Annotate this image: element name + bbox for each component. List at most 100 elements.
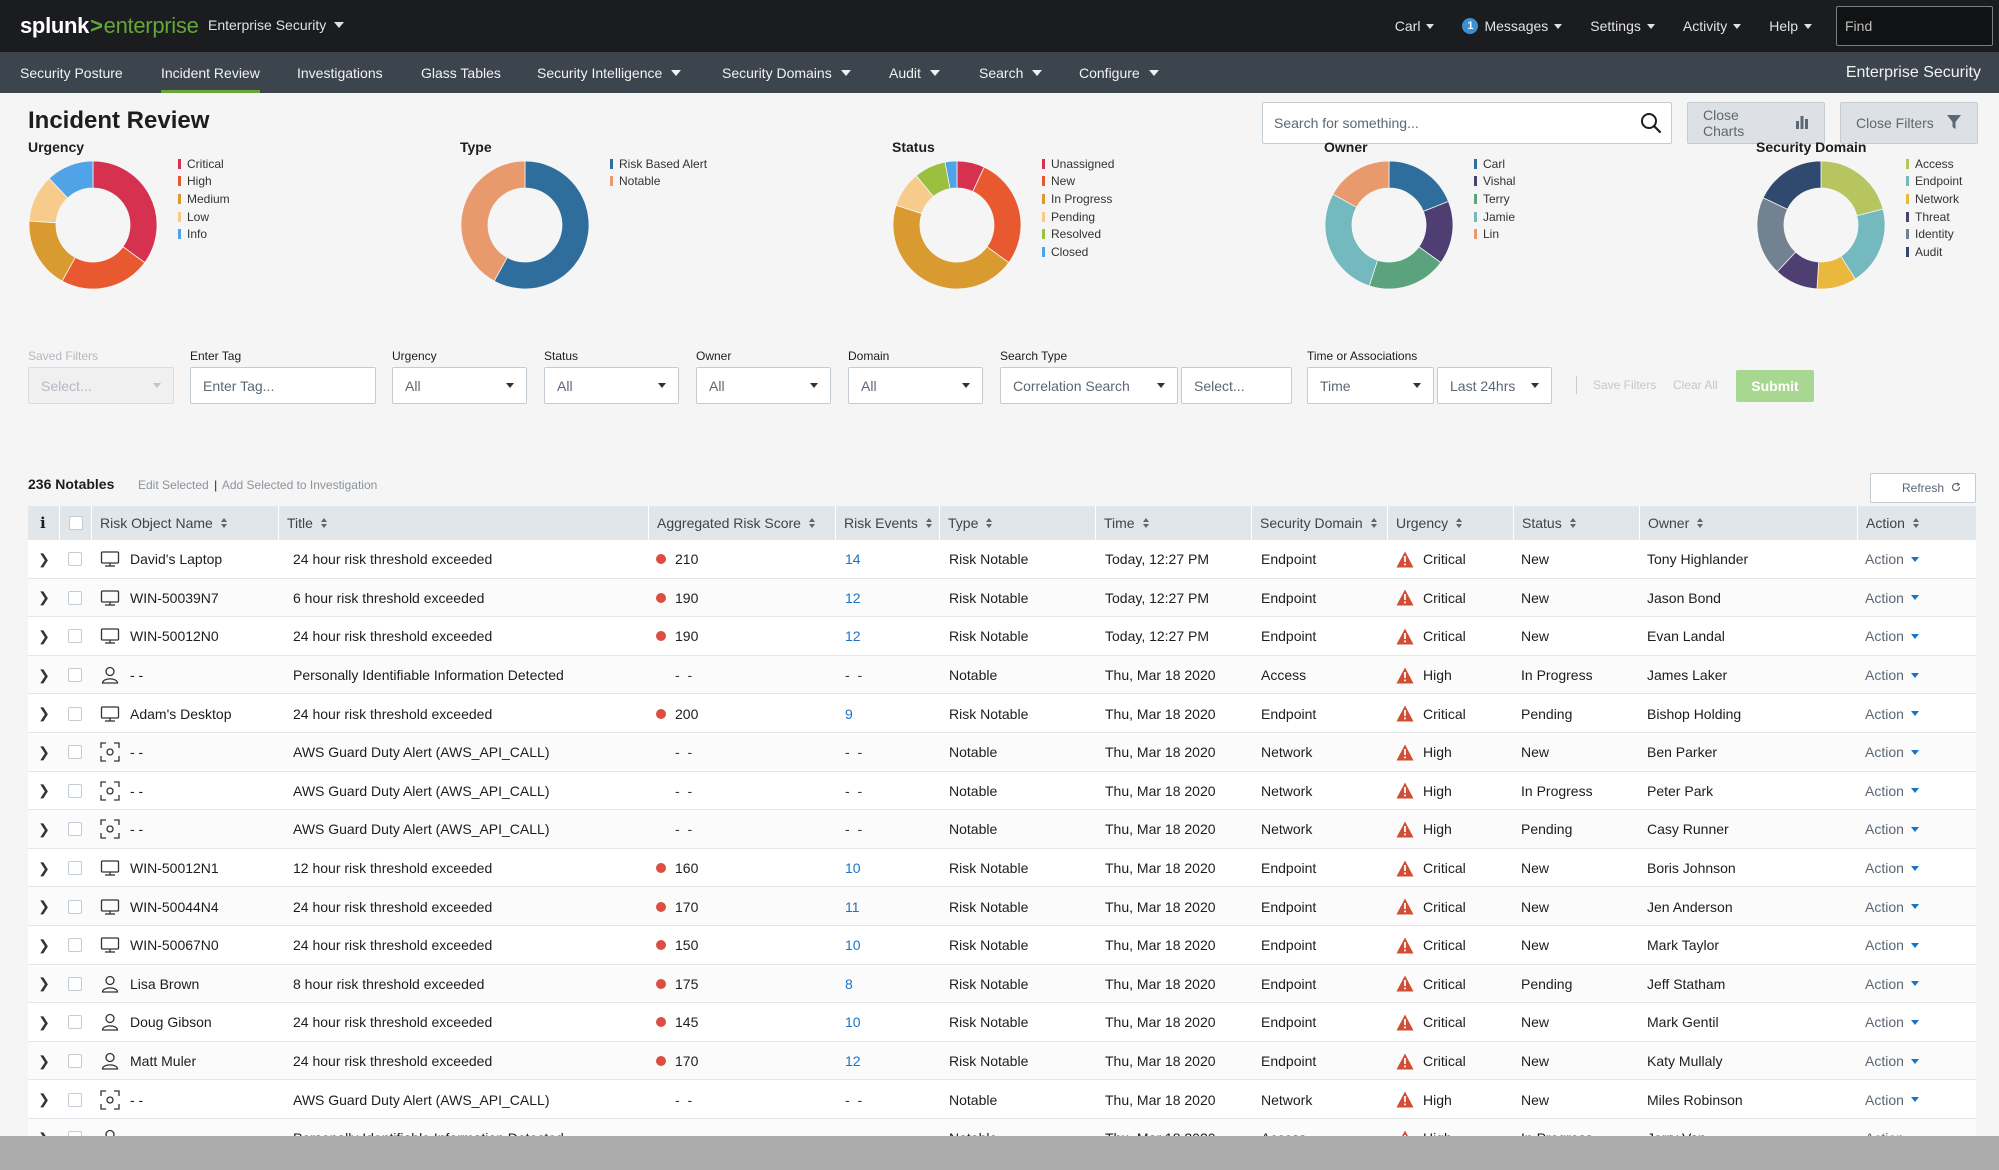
table-row[interactable]: ❯ - - AWS Guard Duty Alert (AWS_API_CALL… bbox=[28, 1080, 1976, 1119]
risk-events-value[interactable]: 12 bbox=[845, 628, 861, 645]
status-cell[interactable]: Pending bbox=[1521, 975, 1573, 992]
legend-item-critical[interactable]: Critical bbox=[178, 155, 230, 173]
search-type-select[interactable]: Correlation Search bbox=[1000, 367, 1178, 404]
table-row[interactable]: ❯ David's Laptop 24 hour risk threshold … bbox=[28, 540, 1976, 579]
risk-object-cell[interactable]: WIN-50012N0 bbox=[99, 617, 278, 656]
owner-cell[interactable]: Mark Gentil bbox=[1647, 1014, 1719, 1031]
donut-slice-in-progress[interactable] bbox=[892, 204, 1010, 290]
expand-row-toggle[interactable]: ❯ bbox=[31, 1119, 57, 1136]
column-header-security-domain[interactable]: Security Domain bbox=[1251, 506, 1387, 540]
expand-row-toggle[interactable]: ❯ bbox=[31, 849, 57, 888]
expand-row-toggle[interactable]: ❯ bbox=[31, 772, 57, 811]
risk-events-cell[interactable]: 14 bbox=[845, 540, 925, 579]
risk-object-cell[interactable]: Lisa Brown bbox=[99, 965, 278, 1004]
owner-cell[interactable]: Jen Anderson bbox=[1647, 898, 1733, 915]
risk-object-cell[interactable]: - - bbox=[99, 772, 278, 811]
action-menu[interactable]: Action bbox=[1865, 937, 1919, 953]
risk-events-cell[interactable]: 8 bbox=[845, 965, 925, 1004]
row-checkbox[interactable] bbox=[68, 629, 82, 644]
saved-filters-select[interactable]: Select... bbox=[28, 367, 174, 404]
row-checkbox[interactable] bbox=[68, 1092, 82, 1107]
action-menu[interactable]: Action bbox=[1865, 744, 1919, 760]
risk-events-cell[interactable]: 10 bbox=[845, 849, 925, 888]
action-menu[interactable]: Action bbox=[1865, 860, 1919, 876]
donut-slice-info[interactable] bbox=[48, 160, 94, 199]
donut-slice-new[interactable] bbox=[972, 166, 1022, 264]
legend-item-audit[interactable]: Audit bbox=[1906, 243, 1962, 261]
action-menu[interactable]: Action bbox=[1865, 1092, 1919, 1108]
row-checkbox[interactable] bbox=[68, 783, 82, 798]
notable-title[interactable]: AWS Guard Duty Alert (AWS_API_CALL) bbox=[293, 1091, 550, 1108]
nav-investigations[interactable]: Investigations bbox=[297, 52, 383, 93]
urgency-select[interactable]: All bbox=[392, 367, 527, 404]
donut-slice-access[interactable] bbox=[1820, 160, 1884, 217]
row-checkbox[interactable] bbox=[68, 822, 82, 837]
legend-item-threat[interactable]: Threat bbox=[1906, 208, 1962, 226]
notable-title[interactable]: 12 hour risk threshold exceeded bbox=[293, 860, 493, 877]
risk-object-cell[interactable]: Doug Gibson bbox=[99, 1003, 278, 1042]
risk-events-value[interactable]: 14 bbox=[845, 551, 861, 568]
status-cell[interactable]: New bbox=[1521, 898, 1550, 915]
risk-events-value[interactable]: 12 bbox=[845, 589, 861, 606]
expand-row-toggle[interactable]: ❯ bbox=[31, 540, 57, 579]
owner-cell[interactable]: Jeff Statham bbox=[1647, 975, 1726, 992]
column-header-risk-score[interactable]: Aggregated Risk Score bbox=[648, 506, 835, 540]
action-menu[interactable]: Action bbox=[1865, 821, 1919, 837]
status-cell[interactable]: New bbox=[1521, 589, 1550, 606]
refresh-button[interactable]: Refresh bbox=[1870, 473, 1976, 503]
nav-security-posture[interactable]: Security Posture bbox=[20, 52, 123, 93]
owner-cell[interactable]: Ben Parker bbox=[1647, 744, 1718, 761]
column-header-type[interactable]: Type bbox=[939, 506, 1095, 540]
legend-item-closed[interactable]: Closed bbox=[1042, 243, 1114, 261]
owner-cell[interactable]: Peter Park bbox=[1647, 782, 1714, 799]
risk-object-cell[interactable]: Matt Muler bbox=[99, 1042, 278, 1081]
notable-title[interactable]: AWS Guard Duty Alert (AWS_API_CALL) bbox=[293, 821, 550, 838]
splunk-logo[interactable]: splunk > enterprise bbox=[20, 13, 199, 39]
nav-configure[interactable]: Configure bbox=[1079, 52, 1159, 93]
action-menu[interactable]: Action bbox=[1865, 628, 1919, 644]
search-icon[interactable] bbox=[1631, 103, 1671, 143]
risk-object-cell[interactable]: WIN-50012N1 bbox=[99, 849, 278, 888]
legend-item-info[interactable]: Info bbox=[178, 225, 230, 243]
table-row[interactable]: ❯ - - Personally Identifiable Informatio… bbox=[28, 655, 1976, 695]
notable-title[interactable]: Personally Identifiable Information Dete… bbox=[293, 1119, 643, 1136]
tag-input[interactable] bbox=[190, 367, 376, 404]
expand-row-toggle[interactable]: ❯ bbox=[31, 1042, 57, 1081]
action-menu[interactable]: Action bbox=[1865, 706, 1919, 722]
legend-item-low[interactable]: Low bbox=[178, 208, 230, 226]
risk-events-cell[interactable]: 9 bbox=[845, 694, 925, 733]
row-checkbox[interactable] bbox=[68, 938, 82, 953]
legend-item-jamie[interactable]: Jamie bbox=[1474, 208, 1515, 226]
owner-select[interactable]: All bbox=[696, 367, 831, 404]
risk-object-cell[interactable]: - - bbox=[99, 733, 278, 772]
donut-slice-closed[interactable] bbox=[944, 160, 958, 190]
legend-item-new[interactable]: New bbox=[1042, 173, 1114, 191]
help-menu[interactable]: Help bbox=[1755, 18, 1826, 34]
status-cell[interactable]: New bbox=[1521, 551, 1550, 568]
row-checkbox[interactable] bbox=[68, 706, 82, 721]
donut-slice-audit[interactable] bbox=[1762, 160, 1822, 210]
notable-title[interactable]: 8 hour risk threshold exceeded bbox=[293, 975, 485, 992]
column-header-risk-object[interactable]: Risk Object Name bbox=[91, 506, 278, 540]
app-switcher[interactable]: Enterprise Security bbox=[208, 17, 345, 33]
owner-cell[interactable]: Katy Mullaly bbox=[1647, 1053, 1723, 1070]
risk-object-cell[interactable]: WIN-50044N4 bbox=[99, 887, 278, 926]
table-row[interactable]: ❯ WIN-50044N4 24 hour risk threshold exc… bbox=[28, 887, 1976, 926]
row-checkbox[interactable] bbox=[68, 899, 82, 914]
risk-events-cell[interactable]: 12 bbox=[845, 1042, 925, 1081]
expand-row-toggle[interactable]: ❯ bbox=[31, 887, 57, 926]
risk-events-cell[interactable]: 10 bbox=[845, 926, 925, 965]
owner-cell[interactable]: Jerry Van bbox=[1647, 1119, 1847, 1136]
owner-cell[interactable]: Tony Highlander bbox=[1647, 551, 1749, 568]
legend-item-medium[interactable]: Medium bbox=[178, 190, 230, 208]
table-row[interactable]: ❯ WIN-50012N0 24 hour risk threshold exc… bbox=[28, 617, 1976, 656]
column-header-urgency[interactable]: Urgency bbox=[1387, 506, 1513, 540]
risk-object-cell[interactable]: - - bbox=[99, 656, 278, 695]
notable-title[interactable]: 6 hour risk threshold exceeded bbox=[293, 589, 485, 606]
table-row[interactable]: ❯ WIN-50067N0 24 hour risk threshold exc… bbox=[28, 925, 1976, 965]
nav-search[interactable]: Search bbox=[979, 52, 1043, 93]
legend-item-carl[interactable]: Carl bbox=[1474, 155, 1515, 173]
legend-item-notable[interactable]: Notable bbox=[610, 173, 707, 191]
status-cell[interactable]: In Progress bbox=[1521, 1119, 1631, 1136]
column-header-risk-events[interactable]: Risk Events bbox=[835, 506, 939, 540]
